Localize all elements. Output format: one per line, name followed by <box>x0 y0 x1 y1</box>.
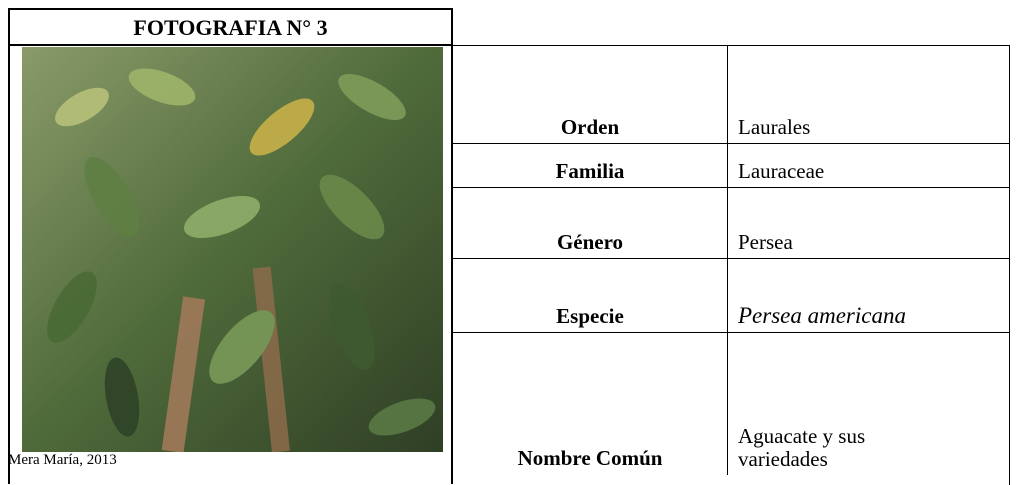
table-row: Orden Laurales <box>453 45 1010 144</box>
table-row: Nombre Común Aguacate y sus variedades <box>453 332 1010 475</box>
row-value: Persea americana <box>738 303 906 328</box>
photo-caption: Mera María, 2013 <box>8 452 117 468</box>
photo <box>22 47 443 452</box>
taxonomy-table: Orden Laurales Familia Lauraceae Género Per… <box>453 45 1010 485</box>
row-value: Persea <box>738 230 793 254</box>
row-value: Laurales <box>738 115 811 139</box>
table-row: Familia Lauraceae <box>453 143 1010 188</box>
row-label: Orden <box>453 46 728 144</box>
photo-frame <box>8 44 453 484</box>
row-label: Especie <box>453 259 728 333</box>
table-row: Género Persea <box>453 187 1010 259</box>
row-label: Género <box>453 188 728 259</box>
photo-title: FOTOGRAFIA N° 3 <box>8 8 453 46</box>
row-label: Nombre Común <box>453 333 728 475</box>
row-value: Aguacate y sus variedades <box>738 423 866 471</box>
page: FOTOGRAFIA N° 3 Mera María, 2013 Orden La… <box>8 8 1010 485</box>
table-row: Especie Persea americana <box>453 258 1010 333</box>
row-value: Lauraceae <box>738 159 825 183</box>
row-label: Familia <box>453 144 728 188</box>
